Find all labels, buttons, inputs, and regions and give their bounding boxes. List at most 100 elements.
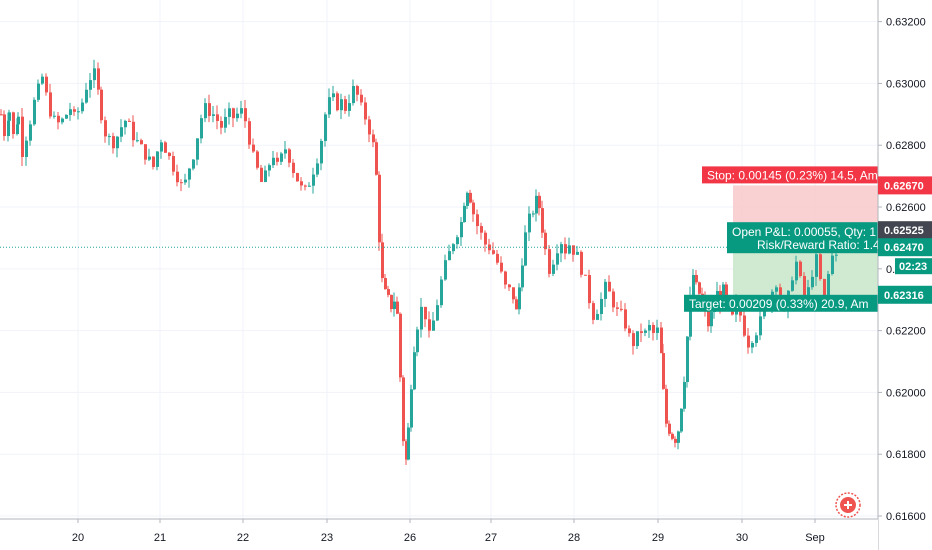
candle-body (168, 152, 171, 157)
candles (0, 59, 838, 465)
chart-grid (0, 0, 878, 519)
candle-body (244, 108, 247, 122)
candle-body (588, 275, 591, 304)
candle-body (831, 255, 834, 275)
candle-body (472, 202, 475, 215)
time-tick-label: 27 (485, 532, 497, 544)
candle-body (112, 136, 115, 149)
candle-body (722, 284, 725, 305)
candle-body (674, 438, 677, 443)
candle-body (12, 112, 15, 135)
candle-body (803, 275, 806, 300)
candle-body (628, 328, 631, 334)
candle-body (508, 284, 511, 288)
price-tick-label: 0.63200 (886, 17, 926, 29)
candle-body (340, 99, 343, 111)
current-price-tag-box (878, 238, 932, 257)
candle-body (484, 232, 487, 245)
candle-body (292, 162, 295, 174)
candle-body (387, 289, 390, 295)
candle-body (521, 265, 524, 288)
candle-body (399, 313, 402, 378)
stop-label-box (702, 166, 878, 184)
candle-body (469, 192, 472, 203)
position-labels: Stop: 0.00145 (0.23%) 14.5, Am Open P&L: … (684, 166, 880, 312)
candle-body (692, 274, 695, 296)
candle-body (564, 244, 567, 254)
candle-body (7, 120, 10, 137)
candle-body (372, 134, 375, 143)
candle-body (300, 181, 303, 186)
candle-body (116, 136, 119, 149)
candle-body (596, 314, 599, 320)
candle-body (124, 120, 127, 128)
candle-body (444, 260, 447, 280)
candle-body (660, 327, 663, 354)
open-pl-label: Open P&L: 0.00055, Qty: 1 (732, 225, 876, 239)
candle-body (612, 291, 615, 308)
candle-body (460, 222, 463, 238)
candle-body (580, 251, 583, 275)
candle-body (413, 352, 416, 390)
price-tick-label: 0.62600 (886, 202, 926, 214)
candle-body (348, 103, 351, 111)
candle-body (33, 99, 36, 125)
price-tick-label: 0.63000 (886, 78, 926, 90)
candle-body (172, 156, 175, 172)
price-tick-label: 0.61800 (886, 449, 926, 461)
price-axis[interactable]: 0.632000.630000.628000.626000.624000.622… (877, 0, 932, 550)
candle-body (795, 261, 798, 281)
candle-body (504, 271, 507, 285)
candle-body (636, 331, 639, 347)
stop-price-tag-box (878, 176, 932, 195)
candle-body (775, 287, 778, 292)
candle-body (568, 245, 571, 254)
price-tick-label: 0.62800 (886, 140, 926, 152)
candle-body (312, 174, 315, 186)
plus-circle-icon[interactable] (835, 492, 861, 518)
candle-body (799, 261, 802, 276)
candle-body (480, 226, 483, 233)
candle-body (248, 121, 251, 145)
candle-body (402, 377, 405, 442)
candle-body (268, 165, 271, 171)
candle-body (677, 431, 680, 443)
candle-body (466, 192, 469, 206)
candle-body (698, 282, 701, 294)
candle-body (49, 92, 52, 117)
candle-body (763, 308, 766, 317)
candle-body (835, 254, 838, 256)
candle-body (344, 99, 347, 111)
candle-body (652, 325, 655, 333)
candle-body (256, 151, 259, 168)
candle-body (405, 441, 408, 460)
candle-body (188, 168, 191, 180)
time-tick-label: 21 (154, 532, 166, 544)
candle-body (811, 276, 814, 288)
candle-body (324, 114, 327, 141)
candle-body (755, 335, 758, 343)
candle-body (548, 249, 551, 274)
current-price-tag: 0.62470 (884, 242, 924, 254)
time-tick-label: 23 (321, 532, 333, 544)
candle-body (232, 108, 235, 119)
candle-body (156, 151, 159, 167)
candle-body (176, 171, 179, 183)
candle-body (560, 244, 563, 254)
candle-body (61, 118, 64, 123)
candle-body (89, 80, 92, 90)
candle-body (759, 316, 762, 336)
candle-body (0, 114, 3, 116)
candle-body (252, 144, 255, 152)
candle-body (556, 253, 559, 265)
price-tick-label: 0.61600 (886, 511, 926, 523)
candle-body (196, 138, 199, 160)
stop-label: Stop: 0.00145 (0.23%) 14.5, Am (707, 168, 878, 182)
time-axis-background (0, 519, 878, 550)
candle-body (3, 114, 6, 137)
candle-body (827, 274, 830, 297)
candle-body (120, 127, 123, 137)
time-axis[interactable]: 20 21 22 23 26 27 28 29 30 Sep (0, 518, 878, 550)
candle-body (751, 342, 754, 348)
